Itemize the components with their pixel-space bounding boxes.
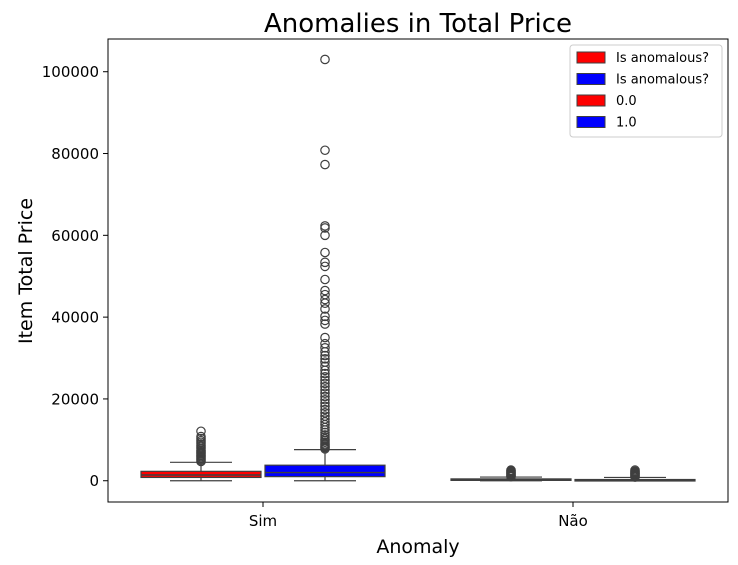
outlier-point — [320, 357, 330, 367]
legend-swatch — [576, 73, 606, 85]
outlier-point — [320, 401, 330, 412]
legend-label: 1.0 — [616, 116, 637, 131]
x-tick-label: Não — [558, 512, 588, 530]
outlier-point — [320, 404, 330, 415]
outlier-point — [196, 426, 206, 437]
outlier-point — [320, 427, 330, 438]
outlier-point — [506, 465, 516, 475]
outlier-point — [320, 378, 330, 389]
outlier-point — [320, 394, 330, 405]
outlier-point — [320, 285, 330, 296]
legend-swatch — [576, 94, 606, 107]
outlier-point — [320, 221, 330, 231]
outlier-point — [320, 338, 330, 349]
outlier-point — [320, 319, 330, 329]
y-tick-label: 40000 — [51, 309, 99, 327]
legend-label: Is anomalous? — [616, 51, 709, 66]
box-group — [264, 54, 386, 482]
outlier-point — [320, 311, 330, 322]
outlier-point — [320, 375, 330, 385]
y-tick-label: 60000 — [51, 227, 99, 245]
outlier-point — [320, 385, 330, 395]
outlier-point — [320, 430, 330, 440]
outlier-point — [320, 247, 330, 258]
outlier-point — [320, 398, 330, 408]
legend-swatch — [576, 116, 606, 128]
outlier-point — [320, 391, 330, 402]
outlier-point — [320, 230, 330, 241]
box-group — [140, 426, 262, 482]
legend-frame — [569, 44, 723, 138]
outlier-point — [320, 343, 330, 353]
y-tick-label: 0 — [89, 472, 99, 490]
outlier-point — [320, 304, 330, 314]
outlier-point — [320, 332, 330, 343]
legend-swatch — [576, 51, 606, 64]
legend-label: 0.0 — [616, 94, 637, 109]
outlier-point — [320, 289, 330, 300]
outlier-point — [320, 145, 330, 156]
outlier-point — [320, 372, 330, 382]
plot-frame — [107, 38, 729, 503]
outlier-point — [320, 388, 330, 399]
y-tick-label: 20000 — [51, 390, 99, 408]
outlier-point — [320, 257, 330, 268]
outlier-point — [320, 411, 330, 421]
legend: Is anomalous? Is anomalous? 0.0 1.0 — [569, 44, 723, 138]
y-tick-label: 80000 — [51, 145, 99, 163]
box — [264, 464, 386, 478]
outlier-point — [630, 465, 640, 475]
x-tick-label: Sim — [249, 512, 277, 530]
outlier-point — [320, 361, 330, 372]
outlier-point — [320, 414, 330, 424]
axes: 0 20000 40000 60000 80000 100000 Sim Não — [42, 38, 729, 530]
plot-marks — [140, 54, 696, 482]
outlier-point — [320, 381, 330, 392]
outlier-point — [320, 274, 330, 285]
chart-title: Anomalies in Total Price — [264, 9, 572, 39]
outlier-point — [320, 315, 330, 326]
legend-label: Is anomalous? — [616, 73, 709, 88]
outlier-point — [320, 159, 330, 170]
y-axis-label: Item Total Price — [15, 198, 37, 344]
outlier-point — [196, 431, 206, 442]
outlier-point — [320, 368, 330, 379]
outlier-point — [320, 261, 330, 272]
outlier-point — [320, 350, 330, 361]
box-group — [574, 465, 696, 482]
outlier-point — [320, 54, 330, 65]
x-axis-label: Anomaly — [376, 536, 459, 558]
box-group — [450, 465, 572, 482]
outlier-point — [320, 354, 330, 364]
y-tick-label: 100000 — [42, 63, 99, 81]
outlier-point — [320, 408, 330, 418]
